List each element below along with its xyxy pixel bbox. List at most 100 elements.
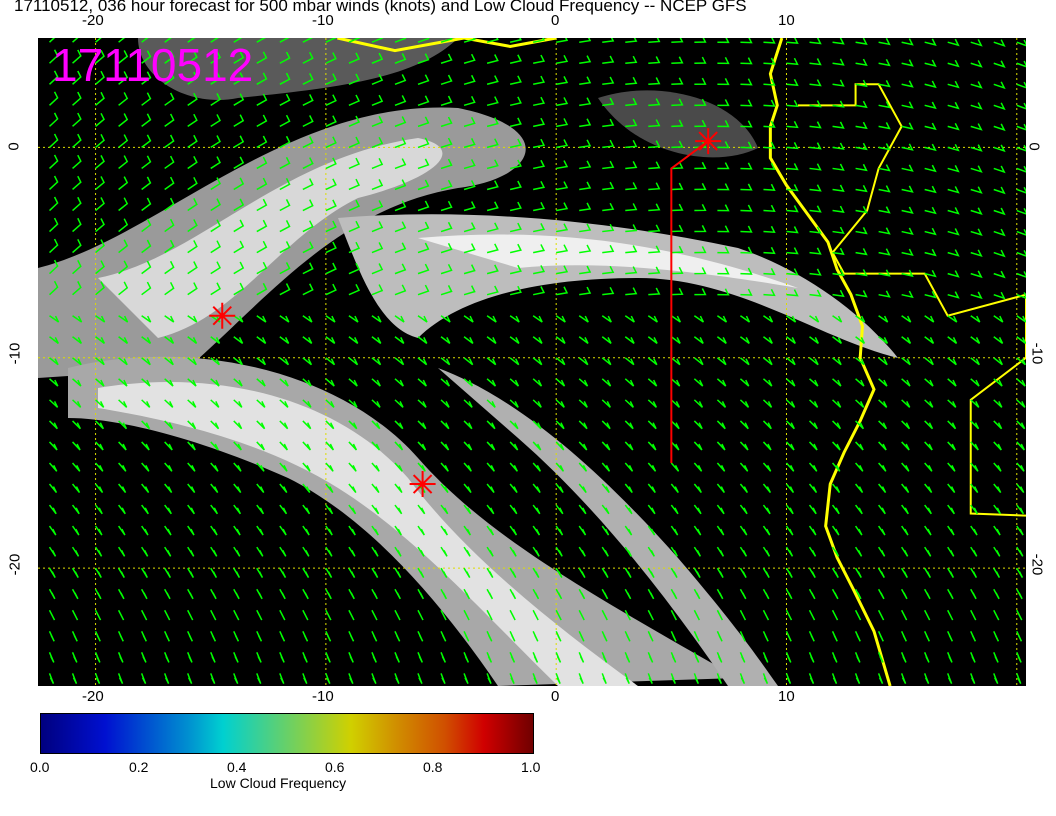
- date-stamp: 17110512: [52, 39, 254, 91]
- wind-barb: [210, 219, 221, 233]
- wind-barb: [555, 673, 561, 684]
- wind-barb: [993, 228, 1006, 237]
- wind-barb: [671, 77, 684, 86]
- wind-barb: [786, 289, 799, 297]
- wind-barb: [716, 630, 723, 642]
- wind-barb: [993, 420, 1003, 430]
- wind-barb: [947, 399, 957, 408]
- wind-barb: [854, 504, 863, 515]
- wind-barb: [164, 50, 175, 64]
- wind-barb: [901, 185, 914, 193]
- wind-barb: [556, 118, 569, 128]
- wind-barb: [440, 315, 451, 323]
- wind-barb: [325, 357, 336, 366]
- wind-barb: [325, 336, 336, 344]
- wind-barb: [233, 93, 245, 106]
- wind-barb: [648, 245, 661, 254]
- wind-barb: [325, 652, 331, 663]
- wind-barb: [947, 270, 960, 278]
- wind-barb: [832, 357, 842, 366]
- wind-barb: [900, 673, 907, 684]
- wind-barb: [486, 399, 496, 408]
- wind-barb: [970, 165, 983, 173]
- wind-barb: [878, 59, 891, 67]
- wind-barb: [670, 546, 678, 557]
- wind-barb: [440, 673, 446, 684]
- wind-barb: [716, 504, 725, 515]
- wind-barb: [970, 291, 983, 300]
- wind-barb: [832, 420, 841, 430]
- wind-barb: [556, 244, 569, 254]
- wind-barb: [647, 378, 658, 387]
- wind-barb: [901, 101, 914, 109]
- wind-barb: [48, 588, 56, 600]
- wind-barb: [417, 399, 427, 408]
- wind-barb: [187, 240, 198, 254]
- wind-barb: [141, 315, 152, 323]
- wind-barb: [94, 588, 102, 600]
- wind-barb: [1016, 315, 1026, 323]
- wind-barb: [854, 546, 863, 557]
- wind-barb: [785, 630, 792, 642]
- wind-barb: [717, 246, 730, 254]
- wind-barb: [440, 95, 453, 107]
- wind-barb: [947, 462, 956, 472]
- wind-barb: [923, 630, 930, 642]
- wind-barb: [187, 483, 196, 494]
- wind-barb: [187, 176, 198, 191]
- lon-tick: -20: [82, 688, 104, 705]
- wind-barb: [809, 100, 822, 108]
- wind-barb: [509, 180, 522, 191]
- wind-barb: [763, 315, 774, 323]
- wind-barb: [854, 588, 862, 600]
- wind-barb: [164, 113, 175, 127]
- wind-barb: [486, 285, 499, 296]
- wind-barb: [578, 315, 589, 323]
- wind-barb: [648, 287, 661, 296]
- wind-barb: [670, 588, 678, 600]
- wind-barb: [463, 525, 472, 536]
- wind-barb: [49, 357, 59, 366]
- wind-barb: [187, 198, 198, 212]
- wind-barb: [141, 546, 149, 557]
- wind-barb: [394, 462, 403, 472]
- wind-barb: [1016, 441, 1025, 451]
- wind-barb: [624, 652, 631, 663]
- wind-barb: [371, 420, 381, 430]
- wind-barb: [417, 158, 430, 170]
- wind-barb: [256, 219, 268, 233]
- wind-barb: [163, 652, 170, 663]
- wind-barb: [417, 315, 428, 323]
- wind-barb: [854, 673, 861, 684]
- wind-barb: [786, 38, 799, 45]
- wind-barb: [1016, 60, 1026, 68]
- wind-barb: [601, 357, 612, 366]
- wind-barb: [440, 179, 453, 191]
- wind-barb: [256, 135, 268, 149]
- wind-barb: [532, 504, 541, 515]
- wind-barb: [49, 399, 59, 408]
- wind-barb: [693, 399, 704, 408]
- wind-barb: [924, 357, 934, 366]
- wind-barb: [763, 162, 776, 170]
- wind-barb: [624, 546, 632, 557]
- wind-barb: [694, 140, 707, 149]
- wind-barb: [739, 652, 746, 663]
- wind-barb: [694, 119, 707, 128]
- colorbar: [40, 713, 534, 754]
- wind-barb: [625, 76, 638, 86]
- wind-barb: [48, 630, 55, 642]
- wind-barb: [647, 315, 658, 323]
- wind-barb: [72, 38, 79, 43]
- wind-barb: [808, 588, 816, 600]
- wind-barb: [210, 198, 221, 212]
- wind-barb: [625, 245, 638, 254]
- wind-barb: [786, 57, 799, 66]
- wind-barb: [210, 261, 221, 275]
- wind-barb: [187, 134, 198, 149]
- wind-barb: [693, 673, 700, 684]
- wind-barb: [854, 652, 861, 663]
- wind-barb: [993, 546, 1001, 557]
- wind-barb: [832, 163, 845, 171]
- wind-barb: [786, 99, 799, 108]
